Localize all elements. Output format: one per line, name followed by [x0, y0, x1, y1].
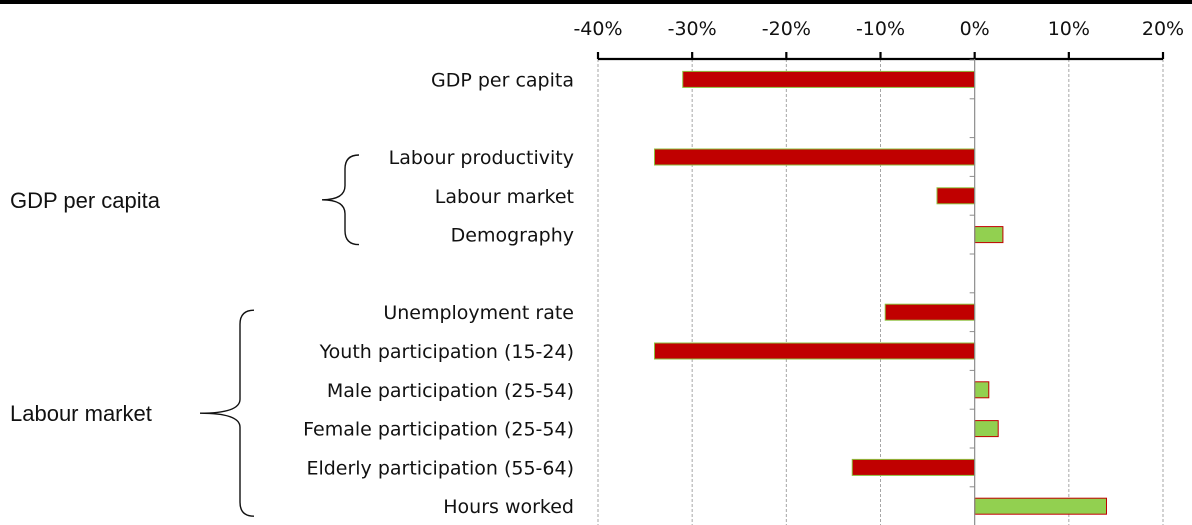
bar-elderly-participation-55-64	[851, 458, 976, 476]
category-label-labour-productivity: Labour productivity	[389, 147, 574, 169]
bars	[654, 70, 1108, 515]
x-tick-label-0-pct: 0%	[960, 18, 990, 40]
x-tick-label-minus-40-pct: -40%	[573, 18, 622, 40]
category-label-labour-market: Labour market	[435, 186, 574, 208]
category-label-male-participation-25-54: Male participation (25-54)	[327, 380, 574, 402]
bar-male-participation-25-54	[974, 381, 990, 399]
category-label-demography: Demography	[451, 225, 574, 247]
group-brace-gdp-per-capita	[321, 154, 360, 246]
category-label-gdp-per-capita: GDP per capita	[431, 69, 574, 91]
category-labels: GDP per capita Labour productivity Labour …	[303, 69, 574, 518]
grid-lines	[597, 59, 1164, 525]
category-label-female-participation-25-54: Female participation (25-54)	[303, 419, 574, 441]
x-tick-label-minus-30-pct: -30%	[668, 18, 717, 40]
bar-labour-productivity	[654, 148, 976, 166]
group-label-labour-market: Labour market	[10, 401, 152, 426]
bar-youth-participation-15-24	[654, 342, 976, 360]
category-label-hours-worked: Hours worked	[443, 496, 574, 518]
x-tick-label-20-pct: 20%	[1142, 18, 1184, 40]
x-tick-label-minus-10-pct: -10%	[856, 18, 905, 40]
bar-labour-market	[936, 187, 976, 205]
axes	[596, 52, 1165, 525]
x-tick-label-minus-20-pct: -20%	[762, 18, 811, 40]
bar-demography	[974, 226, 1004, 244]
x-tick-label-10-pct: 10%	[1048, 18, 1090, 40]
x-tick-labels: -40% -30% -20% -10% 0% 10% 20%	[573, 18, 1184, 40]
group-label-gdp-per-capita: GDP per capita	[10, 188, 161, 213]
group-brace-labour-market	[199, 309, 255, 517]
category-label-unemployment-rate: Unemployment rate	[383, 302, 574, 324]
category-label-elderly-participation-55-64: Elderly participation (55-64)	[306, 457, 574, 479]
category-label-youth-participation-15-24: Youth participation (15-24)	[319, 341, 574, 363]
bar-gdp-per-capita	[682, 70, 976, 88]
bar-female-participation-25-54	[974, 420, 999, 438]
top-banner-edge	[0, 0, 1192, 4]
group-annotations: GDP per capita Labour market	[10, 154, 360, 517]
bar-unemployment-rate	[884, 303, 976, 321]
bar-hours-worked	[974, 497, 1108, 515]
